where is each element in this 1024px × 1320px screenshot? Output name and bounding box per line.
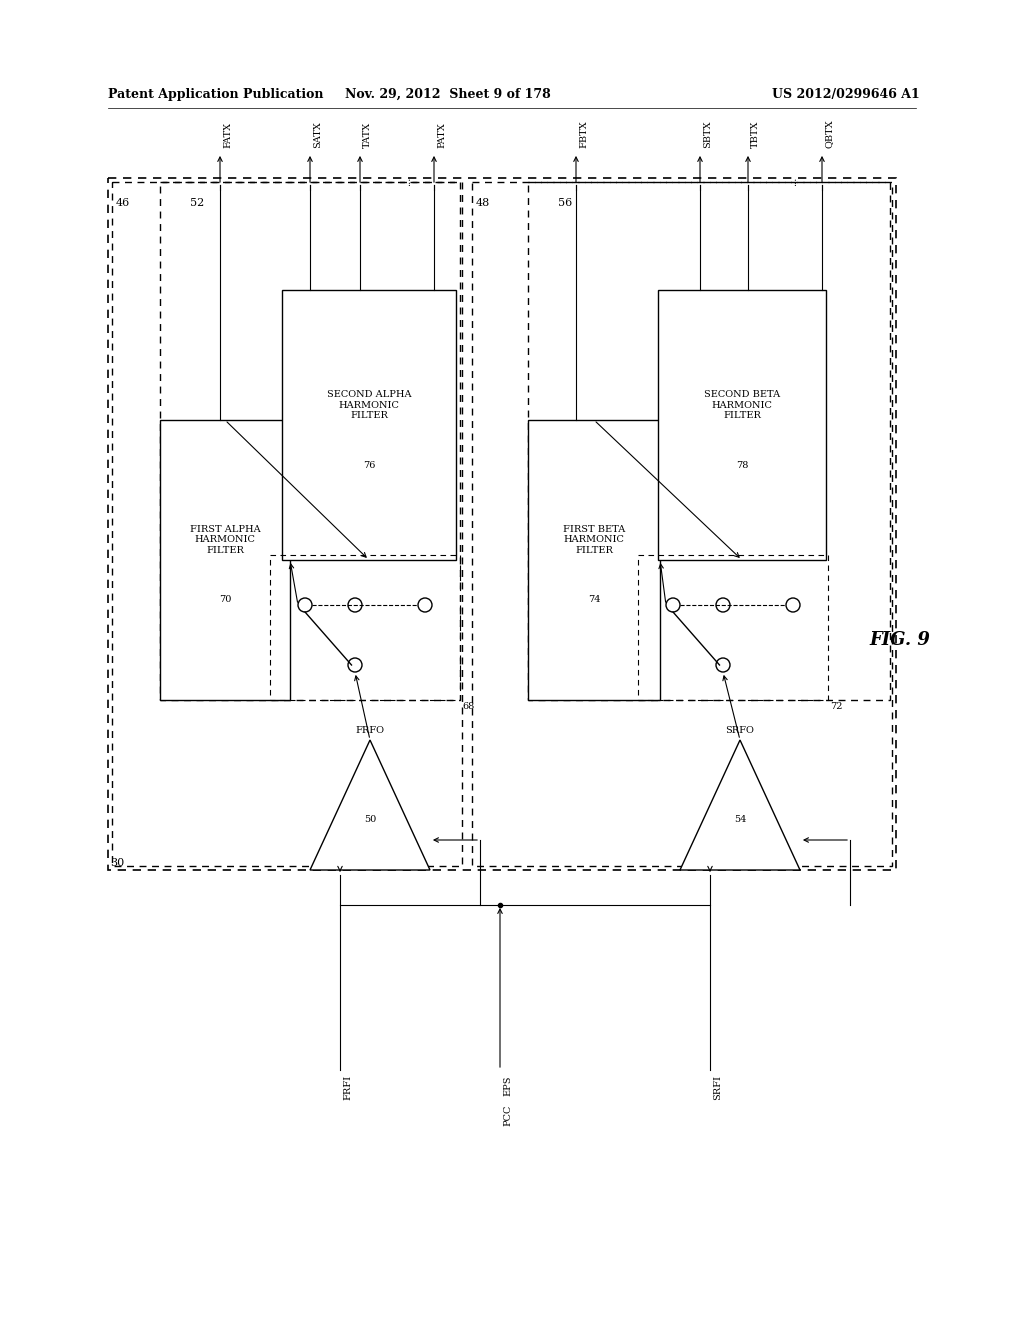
Text: 54: 54 (734, 816, 746, 825)
Text: 72: 72 (830, 702, 843, 711)
Text: ...: ... (790, 177, 799, 186)
Text: SRFO: SRFO (726, 726, 755, 735)
Text: FBTX: FBTX (579, 120, 588, 148)
Bar (528, 420, 660, 700)
Text: QBTX: QBTX (825, 119, 834, 148)
Bar (658, 290, 826, 560)
Text: SATX: SATX (313, 121, 322, 148)
Bar (282, 290, 456, 560)
Text: FATX: FATX (223, 121, 232, 148)
Text: FRFI: FRFI (343, 1074, 352, 1100)
Text: FIRST BETA
HARMONIC
FILTER: FIRST BETA HARMONIC FILTER (563, 525, 625, 554)
Text: 76: 76 (362, 461, 375, 470)
Text: SBTX: SBTX (703, 120, 712, 148)
Text: 30: 30 (110, 858, 124, 869)
Text: ...: ... (403, 177, 413, 186)
Text: 74: 74 (588, 595, 600, 605)
Text: 70: 70 (219, 595, 231, 605)
Text: FRFO: FRFO (355, 726, 384, 735)
Polygon shape (310, 741, 430, 870)
Text: TATX: TATX (362, 121, 372, 148)
Text: Patent Application Publication: Patent Application Publication (108, 88, 324, 102)
Text: 68: 68 (462, 702, 474, 711)
Text: 50: 50 (364, 816, 376, 825)
Text: US 2012/0299646 A1: US 2012/0299646 A1 (772, 88, 920, 102)
Bar (160, 420, 290, 700)
Text: FIRST ALPHA
HARMONIC
FILTER: FIRST ALPHA HARMONIC FILTER (189, 525, 260, 554)
Text: 48: 48 (476, 198, 490, 209)
Text: SRFI: SRFI (713, 1074, 722, 1100)
Text: PCC: PCC (503, 1105, 512, 1126)
Text: 78: 78 (736, 461, 749, 470)
Text: TBTX: TBTX (751, 120, 760, 148)
Text: 56: 56 (558, 198, 572, 209)
Text: SECOND BETA
HARMONIC
FILTER: SECOND BETA HARMONIC FILTER (703, 391, 780, 420)
Text: PATX: PATX (437, 123, 446, 148)
Text: 46: 46 (116, 198, 130, 209)
Text: SECOND ALPHA
HARMONIC
FILTER: SECOND ALPHA HARMONIC FILTER (327, 391, 412, 420)
Text: FIG. 9: FIG. 9 (869, 631, 931, 649)
Polygon shape (680, 741, 800, 870)
Text: EPS: EPS (503, 1074, 512, 1096)
Text: Nov. 29, 2012  Sheet 9 of 178: Nov. 29, 2012 Sheet 9 of 178 (345, 88, 551, 102)
Text: 52: 52 (190, 198, 204, 209)
